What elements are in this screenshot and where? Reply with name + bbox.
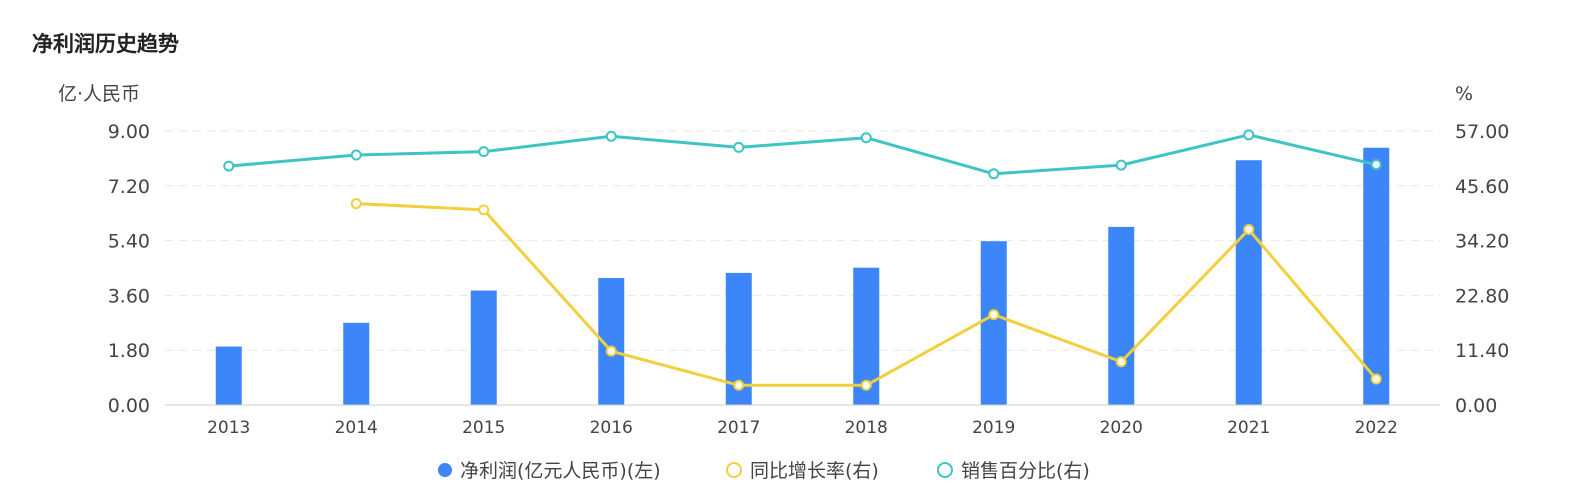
data-point (605, 130, 617, 142)
x-tick-label: 2015 (462, 418, 505, 438)
left-tick-label: 1.80 (108, 340, 150, 362)
bar (1235, 160, 1262, 405)
data-point (733, 379, 745, 391)
left-tick-label: 5.40 (108, 231, 150, 253)
x-tick-label: 2021 (1227, 418, 1270, 438)
bar (1363, 147, 1390, 405)
right-tick-label: 57.00 (1455, 121, 1509, 143)
left-tick-label: 0.00 (108, 395, 150, 417)
legend-label: 净利润(亿元人民币)(左) (460, 460, 661, 482)
x-tick-label: 2013 (207, 418, 250, 438)
data-point (1370, 159, 1382, 171)
right-axis-unit: % (1455, 83, 1473, 105)
legend-marker (726, 462, 742, 478)
data-point (1370, 373, 1382, 385)
x-tick-label: 2017 (717, 418, 760, 438)
data-point (223, 160, 235, 172)
right-tick-label: 22.80 (1455, 285, 1509, 307)
data-point (860, 132, 872, 144)
bar (980, 241, 1007, 405)
data-point (478, 204, 490, 216)
bar (215, 346, 242, 405)
data-point (350, 149, 362, 161)
legend: 净利润(亿元人民币)(左) 同比增长率(右) 销售百分比(右) (438, 460, 1090, 482)
data-point (605, 345, 617, 357)
right-tick-label: 34.20 (1455, 231, 1509, 253)
data-point (350, 198, 362, 210)
right-tick-label: 45.60 (1455, 176, 1509, 198)
x-tick-label: 2014 (335, 418, 378, 438)
series-line (228, 133, 1377, 176)
data-point (1115, 356, 1127, 368)
left-axis-unit: 亿·人民币 (58, 83, 140, 105)
legend-marker (438, 463, 452, 477)
line-series (223, 129, 1382, 391)
data-point (1243, 224, 1255, 236)
data-point (988, 168, 1000, 180)
data-point (1243, 129, 1255, 141)
bar-series (215, 147, 1390, 405)
legend-label: 销售百分比(右) (961, 460, 1090, 482)
legend-label: 同比增长率(右) (750, 460, 879, 482)
legend-marker (937, 462, 953, 478)
bar (343, 322, 370, 405)
x-tick-label: 2019 (972, 418, 1015, 438)
axes: 0.00 0.00 1.80 11.40 3.60 22.80 5.40 34.20 7.20 4… (58, 83, 1509, 438)
bar (1108, 226, 1135, 405)
x-tick-label: 2022 (1355, 418, 1398, 438)
data-point (1115, 159, 1127, 171)
right-tick-label: 0.00 (1455, 395, 1497, 417)
data-point (860, 379, 872, 391)
x-tick-label: 2020 (1100, 418, 1143, 438)
bar (470, 290, 497, 405)
chart-title: 净利润历史趋势 (32, 32, 179, 56)
right-tick-label: 11.40 (1455, 340, 1509, 362)
data-point (478, 146, 490, 158)
x-tick-label: 2016 (590, 418, 633, 438)
grid-lines (165, 130, 1440, 351)
left-tick-label: 7.20 (108, 176, 150, 198)
left-tick-label: 3.60 (108, 285, 150, 307)
left-tick-label: 9.00 (108, 121, 150, 143)
x-tick-label: 2018 (845, 418, 888, 438)
data-point (988, 309, 1000, 321)
data-point (733, 141, 745, 153)
